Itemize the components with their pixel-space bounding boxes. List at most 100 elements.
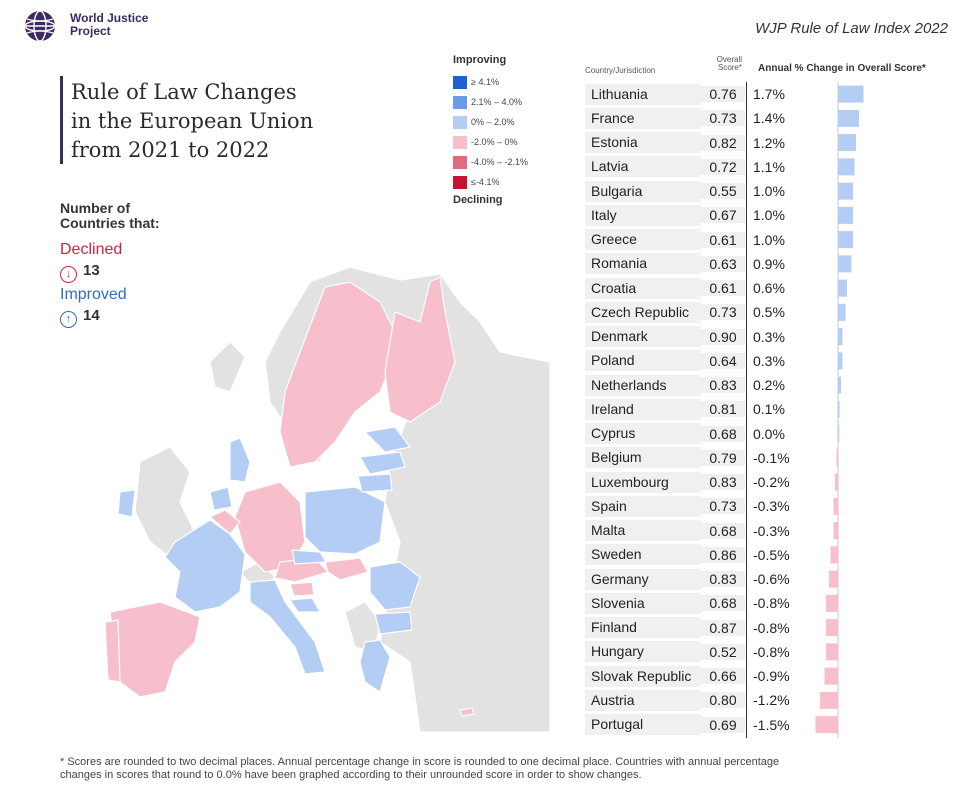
table-row: Latvia 0.72 1.1% [585,155,835,179]
country-name: Spain [585,495,701,517]
annual-change-label: -1.2% [753,692,790,709]
country-name: Denmark [585,326,701,348]
overall-score: 0.76 [701,86,745,103]
overall-score: 0.73 [701,304,745,321]
overall-score: 0.72 [701,158,745,175]
map-country-bulgaria [374,611,413,635]
country-name: Lithuania [585,83,701,105]
legend-swatch [453,175,467,189]
country-name: Czech Republic [585,301,701,323]
map-country-slovenia [289,581,315,597]
change-bar [838,279,847,297]
declined-label: Declined [60,241,123,258]
legend-swatch [453,75,467,89]
overall-score: 0.68 [701,522,745,539]
legend-item: 0% – 2.0% [453,112,528,132]
legend-item-label: 0% – 2.0% [471,117,515,127]
page-title-line2: in the European Union [71,109,314,133]
table-row: Denmark 0.90 0.3% [585,325,835,349]
annual-change-label: 1.2% [753,134,785,151]
count-heading-line2: Countries that: [60,215,160,231]
improved-count: 14 [83,307,100,324]
country-name: Ireland [585,398,701,420]
overall-score: 0.73 [701,498,745,515]
map-country-netherlands [209,486,233,511]
annual-change-label: 0.2% [753,377,785,394]
change-bar [836,449,838,467]
change-bar [833,522,838,540]
table-row: Sweden 0.86 -0.5% [585,543,835,567]
table-row: Austria 0.80 -1.2% [585,688,835,712]
overall-score: 0.52 [701,643,745,660]
table-row: France 0.73 1.4% [585,106,835,130]
footnote-line2: changes in scores that round to 0.0% hav… [60,769,642,781]
table-row: Croatia 0.61 0.6% [585,276,835,300]
annual-change-label: -0.2% [753,474,790,491]
legend-item-label: 2.1% – 4.0% [471,97,523,107]
change-bar [826,594,838,612]
annual-change-label: 0.0% [753,425,785,442]
overall-score: 0.67 [701,207,745,224]
country-name: Hungary [585,641,701,663]
map-country-ireland [117,489,136,518]
change-bar [826,643,838,661]
change-bar [830,546,838,564]
change-bar [824,667,838,685]
table-row: Bulgaria 0.55 1.0% [585,179,835,203]
overall-score: 0.61 [701,231,745,248]
country-name: Cyprus [585,423,701,445]
country-name: Poland [585,350,701,372]
legend-item: ≤-4.1% [453,172,528,192]
change-bar [838,85,864,103]
change-bar [829,570,838,588]
map-country-lithuania [357,473,393,493]
change-bar [815,716,838,734]
map-country-sweden [279,281,401,468]
country-name: Malta [585,520,701,542]
map-region-balkans [344,601,381,653]
annual-change-label: -0.3% [753,498,790,515]
table-row: Portugal 0.69 -1.5% [585,713,835,737]
overall-score: 0.61 [701,280,745,297]
annual-change-label: -0.8% [753,619,790,636]
legend-item: -2.0% – 0% [453,132,528,152]
country-name: Slovenia [585,592,701,614]
overall-score: 0.68 [701,425,745,442]
table-row: Estonia 0.82 1.2% [585,131,835,155]
table-row: Czech Republic 0.73 0.5% [585,300,835,324]
change-bar [838,182,853,200]
change-bar [826,619,838,637]
change-bar [820,691,838,709]
change-bar [838,376,841,394]
footnote: * Scores are rounded to two decimal plac… [60,756,880,782]
map-country-croatia [288,597,322,613]
country-name: Netherlands [585,374,701,396]
legend-swatch [453,155,467,169]
country-name: Luxembourg [585,471,701,493]
wjp-logo [24,10,56,42]
arrow-down-icon: ↓ [60,266,77,283]
table-row: Finland 0.87 -0.8% [585,616,835,640]
change-bar [838,352,843,370]
overall-score: 0.55 [701,183,745,200]
country-name: Belgium [585,447,701,469]
map-country-belgium [208,509,241,535]
table-row: Slovak Republic 0.66 -0.9% [585,664,835,688]
legend-swatch [453,135,467,149]
country-name: Estonia [585,132,701,154]
change-bar [838,303,846,321]
legend-item-label: -4.0% – -2.1% [471,157,529,167]
globe-icon [24,10,56,42]
legend-swatch [453,115,467,129]
table-row: Lithuania 0.76 1.7% [585,82,835,106]
declined-count: 13 [83,262,100,279]
table-divider [746,82,747,738]
org-name: World Justice Project [70,12,148,38]
table-row: Romania 0.63 0.9% [585,252,835,276]
annual-change-label: -0.5% [753,546,790,563]
overall-score: 0.80 [701,692,745,709]
change-bar [838,109,859,127]
table-row: Belgium 0.79 -0.1% [585,446,835,470]
annual-change-label: -0.8% [753,643,790,660]
annual-change-label: -0.1% [753,449,790,466]
